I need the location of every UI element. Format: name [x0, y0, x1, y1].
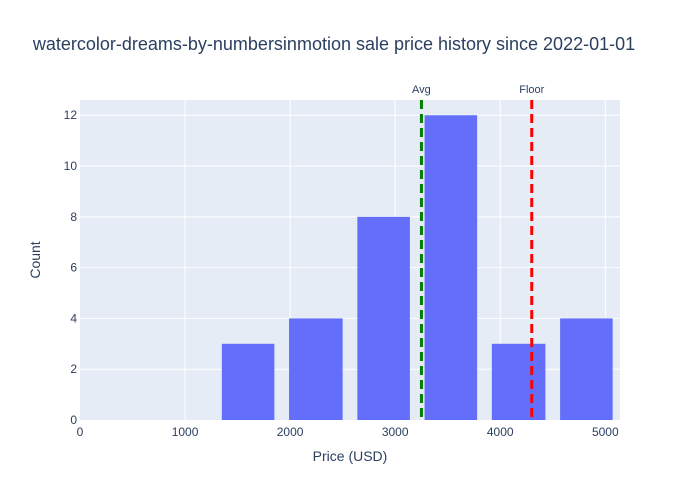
x-tick-label: 4000 [487, 425, 514, 439]
x-tick-label: 0 [77, 425, 84, 439]
x-axis-title: Price (USD) [313, 448, 388, 464]
bar-1 [289, 318, 343, 420]
y-tick-label: 8 [70, 210, 77, 224]
bars [221, 115, 613, 420]
y-tick-label: 4 [70, 311, 77, 325]
bar-0 [221, 343, 275, 420]
y-tick-label: 2 [70, 362, 77, 376]
x-tick-label: 1000 [172, 425, 199, 439]
bar-4 [491, 343, 546, 420]
x-tick-label: 2000 [277, 425, 304, 439]
y-axis-ticks: 0 2 4 6 8 10 12 [64, 108, 78, 427]
chart-title: watercolor-dreams-by-numbersinmotion sal… [32, 34, 635, 54]
y-tick-label: 12 [64, 108, 78, 122]
x-tick-label: 5000 [592, 425, 619, 439]
reference-lines: Avg Floor [412, 84, 545, 420]
y-tick-label: 0 [70, 413, 77, 427]
bar-3 [424, 115, 478, 420]
ref-label-avg: Avg [412, 84, 431, 96]
x-axis-ticks: 0 1000 2000 3000 4000 5000 [77, 425, 619, 439]
bar-2 [357, 216, 410, 420]
y-tick-label: 10 [64, 159, 78, 173]
bar-5 [560, 318, 613, 420]
ref-label-floor: Floor [519, 84, 544, 96]
y-axis-title: Count [27, 241, 43, 278]
y-tick-label: 6 [70, 261, 77, 275]
x-tick-label: 3000 [382, 425, 409, 439]
